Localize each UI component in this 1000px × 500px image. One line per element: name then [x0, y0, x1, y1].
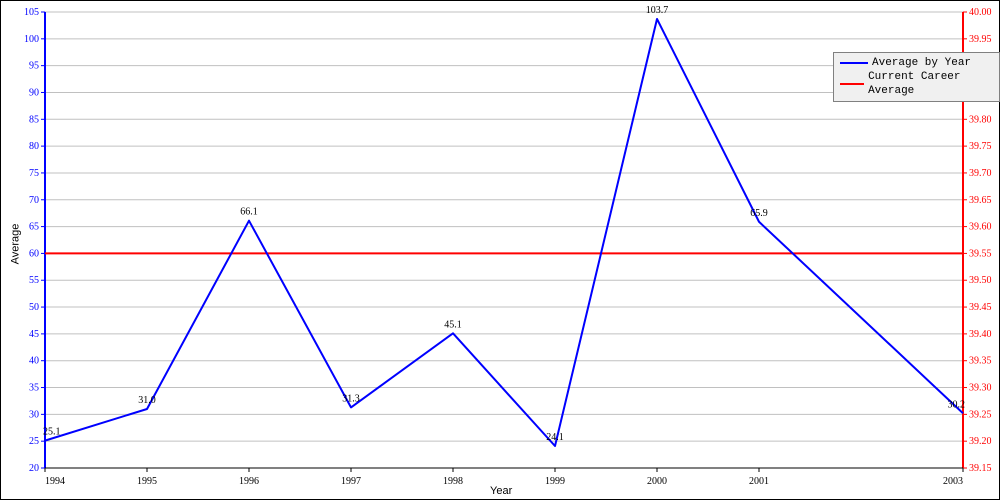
svg-text:39.20: 39.20: [969, 436, 992, 447]
svg-text:39.15: 39.15: [969, 463, 992, 474]
svg-text:39.75: 39.75: [969, 141, 992, 152]
svg-text:39.95: 39.95: [969, 34, 992, 45]
svg-text:80: 80: [29, 141, 39, 152]
svg-text:60: 60: [29, 248, 39, 259]
svg-text:90: 90: [29, 87, 39, 98]
svg-text:39.65: 39.65: [969, 195, 992, 206]
svg-text:1999: 1999: [545, 476, 565, 487]
svg-text:55: 55: [29, 275, 39, 286]
svg-text:39.55: 39.55: [969, 248, 992, 259]
svg-text:31.3: 31.3: [342, 393, 360, 404]
svg-text:39.35: 39.35: [969, 356, 992, 367]
svg-text:39.40: 39.40: [969, 329, 992, 340]
svg-text:30: 30: [29, 409, 39, 420]
legend: Average by Year Current Career Average: [833, 52, 1000, 102]
svg-text:1998: 1998: [443, 476, 463, 487]
svg-text:66.1: 66.1: [240, 207, 258, 218]
svg-text:1994: 1994: [45, 476, 65, 487]
svg-text:40.00: 40.00: [969, 7, 992, 18]
svg-text:2000: 2000: [647, 476, 667, 487]
legend-item-avg-by-year: Average by Year: [840, 56, 993, 70]
svg-text:1996: 1996: [239, 476, 259, 487]
svg-text:25: 25: [29, 436, 39, 447]
svg-text:1997: 1997: [341, 476, 361, 487]
svg-text:45.1: 45.1: [444, 319, 462, 330]
svg-text:30.2: 30.2: [948, 399, 966, 410]
svg-text:39.25: 39.25: [969, 409, 992, 420]
svg-text:25.1: 25.1: [43, 427, 61, 438]
svg-text:2001: 2001: [749, 476, 769, 487]
svg-text:103.7: 103.7: [646, 5, 669, 16]
svg-text:70: 70: [29, 195, 39, 206]
svg-text:39.30: 39.30: [969, 383, 992, 394]
legend-swatch-blue: [840, 62, 868, 64]
svg-text:105: 105: [24, 7, 39, 18]
legend-label-avg-by-year: Average by Year: [872, 56, 971, 70]
legend-item-career-avg: Current Career Average: [840, 70, 993, 98]
svg-text:65: 65: [29, 222, 39, 233]
svg-text:20: 20: [29, 463, 39, 474]
svg-text:39.70: 39.70: [969, 168, 992, 179]
legend-label-career-avg: Current Career Average: [868, 70, 993, 98]
y-left-title: Average: [9, 224, 21, 265]
svg-text:1995: 1995: [137, 476, 157, 487]
svg-text:39.60: 39.60: [969, 222, 992, 233]
svg-text:39.80: 39.80: [969, 114, 992, 125]
svg-text:24.1: 24.1: [546, 432, 564, 443]
svg-text:39.45: 39.45: [969, 302, 992, 313]
svg-text:100: 100: [24, 34, 39, 45]
svg-text:45: 45: [29, 329, 39, 340]
x-axis-title: Year: [490, 485, 512, 497]
svg-text:35: 35: [29, 383, 39, 394]
svg-text:85: 85: [29, 114, 39, 125]
legend-swatch-red: [840, 83, 864, 85]
svg-text:39.50: 39.50: [969, 275, 992, 286]
svg-text:50: 50: [29, 302, 39, 313]
svg-text:40: 40: [29, 356, 39, 367]
svg-text:65.9: 65.9: [750, 208, 768, 219]
svg-text:95: 95: [29, 61, 39, 72]
svg-text:31.0: 31.0: [138, 395, 156, 406]
svg-text:75: 75: [29, 168, 39, 179]
svg-text:2003: 2003: [943, 476, 963, 487]
